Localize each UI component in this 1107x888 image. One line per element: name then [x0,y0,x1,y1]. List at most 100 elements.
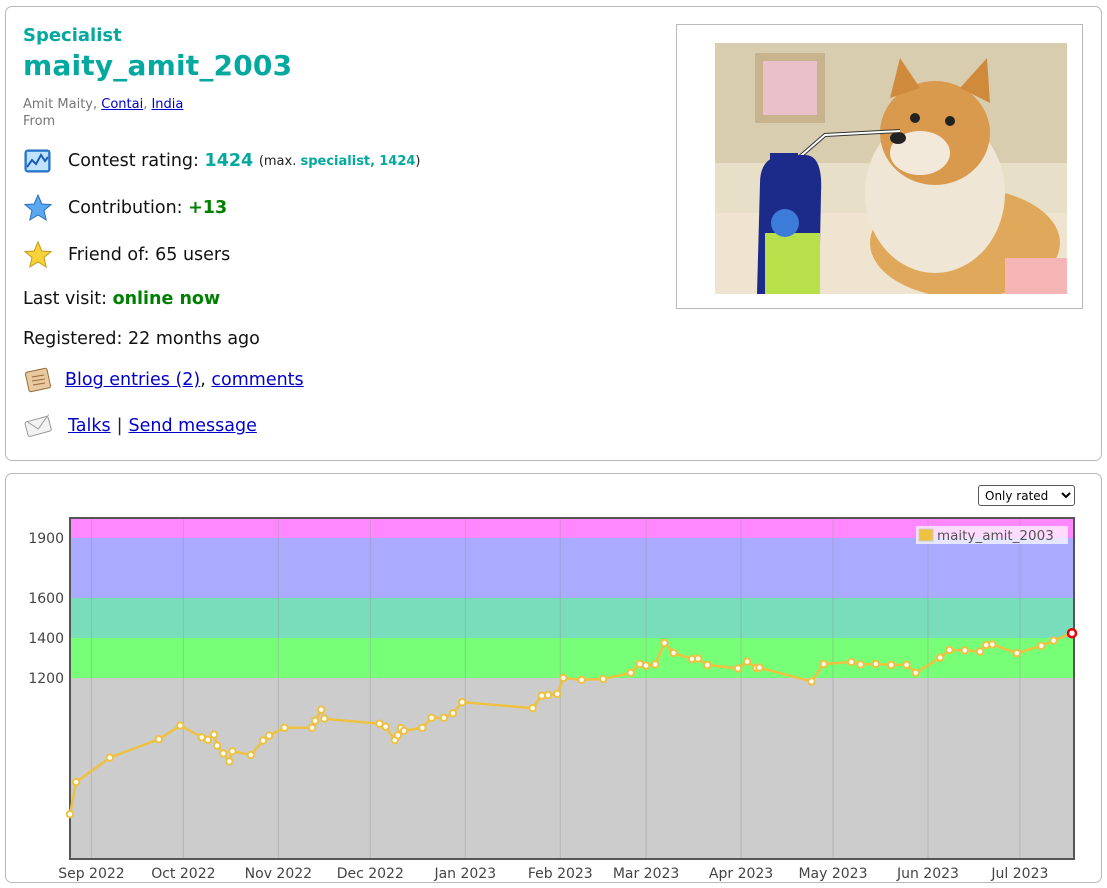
rating-graph-icon [23,146,53,176]
legend-swatch [918,528,934,542]
envelope-icon [23,411,53,441]
talks-link[interactable]: Talks [68,416,111,436]
city-link[interactable]: Contai [101,97,144,112]
star-blue-icon [23,193,53,223]
rating-point [598,674,608,684]
rating-point [1049,636,1058,645]
rating-point [228,746,237,756]
x-tick-label: Nov 2022 [245,866,312,882]
contest-filter-select[interactable]: Only rated [978,485,1075,506]
rating-row: Contest rating: 1424 (max. specialist, 1… [23,146,421,176]
rating-point [246,750,255,760]
contribution-row: Contribution: +13 [23,193,227,223]
x-tick-label: Jul 2023 [990,866,1048,882]
rating-point [669,648,678,658]
rating-point [154,735,164,744]
country-link[interactable]: India [151,97,184,112]
registered-label: Registered: [23,329,123,349]
star-gold-icon [23,240,53,270]
rating-point [264,731,274,740]
y-tick-label: 1600 [28,591,64,607]
registered-row: Registered: 22 months ago [23,329,260,349]
rating-point [553,689,562,699]
friend-row: Friend of: 65 users [23,240,230,270]
blog-entries-link[interactable]: Blog entries (2) [65,370,201,390]
rating-point [1012,649,1022,658]
rating-point [528,703,537,713]
rating-band [70,598,1074,638]
rating-point [871,659,881,669]
rating-point [807,677,816,686]
rating-point [975,647,985,656]
rating-chart[interactable]: 1200 1400 1600 1900 Sep 2022 Oct 2022 Nov 2022… [6,474,1101,882]
rating-point [742,657,752,666]
rating-point [559,673,568,683]
rating-point [703,660,712,670]
rating-label: Contest rating: [68,151,199,171]
rating-point [819,659,828,669]
rating-point [660,638,669,648]
user-name: Amit Maity [23,97,93,112]
rating-point [902,660,911,670]
rating-point [258,736,268,745]
rating-point [307,723,317,732]
user-rank: Specialist [23,25,122,46]
y-tick-label: 1200 [28,671,64,687]
friend-count: 65 users [155,245,231,265]
rating-point [1037,641,1046,651]
rating-band [70,518,1074,538]
avatar-frame [676,24,1083,309]
rating-point [458,697,467,707]
y-tick-label: 1900 [28,531,64,547]
legend-box [916,526,1068,544]
rating-point [393,731,403,740]
blog-row: Blog entries (2), comments [23,365,304,395]
rating-point [427,713,436,723]
rating-point [733,664,743,673]
rating-point [626,668,635,678]
rating-band [70,538,1074,598]
x-tick-label: Jan 2023 [433,866,496,882]
x-tick-label: Oct 2022 [151,866,215,882]
rating-point [212,741,222,750]
rating-point [945,645,954,655]
rating-point [651,660,660,669]
rating-point [577,675,586,685]
rating-point [203,735,213,745]
send-message-link[interactable]: Send message [128,416,257,436]
max-rating: (max. specialist, 1424) [258,153,421,169]
x-tick-label: Apr 2023 [709,866,773,882]
max-rank: specialist, [300,153,376,169]
rating-point [960,646,969,655]
rating-point [317,705,326,714]
rating-point [105,753,115,762]
rating-point [936,653,945,662]
plot-frame [69,517,1075,860]
x-tick-label: Dec 2022 [337,866,404,882]
comments-link[interactable]: comments [211,370,304,390]
rating-point [856,660,865,669]
rating-point [65,810,75,819]
rating-value: 1424 [204,151,254,171]
rating-point [911,668,920,678]
rating-point [448,709,458,718]
rating-point [693,654,703,663]
rating-point [381,722,390,731]
max-rating-value: 1424 [379,153,416,169]
rating-point [847,657,856,667]
avatar[interactable] [715,43,1067,294]
from-label: From [23,114,56,129]
y-tick-label: 1400 [28,631,64,647]
contribution-value: +13 [188,198,228,218]
rating-point [418,723,427,732]
rating-chart-card: Only rated 1200 1400 1600 1900 Sep 2022 Oct 2… [5,473,1102,883]
online-status: online now [112,289,221,309]
x-tick-label: Sep 2022 [58,866,124,882]
rating-band [70,638,1074,678]
latest-rating-point [1066,627,1078,639]
user-meta: Amit Maity, Contai, India From [23,97,184,129]
link-separator: | [116,416,123,436]
rating-point [375,719,384,728]
rating-point [641,661,651,670]
user-handle: maity_amit_2003 [23,49,293,82]
